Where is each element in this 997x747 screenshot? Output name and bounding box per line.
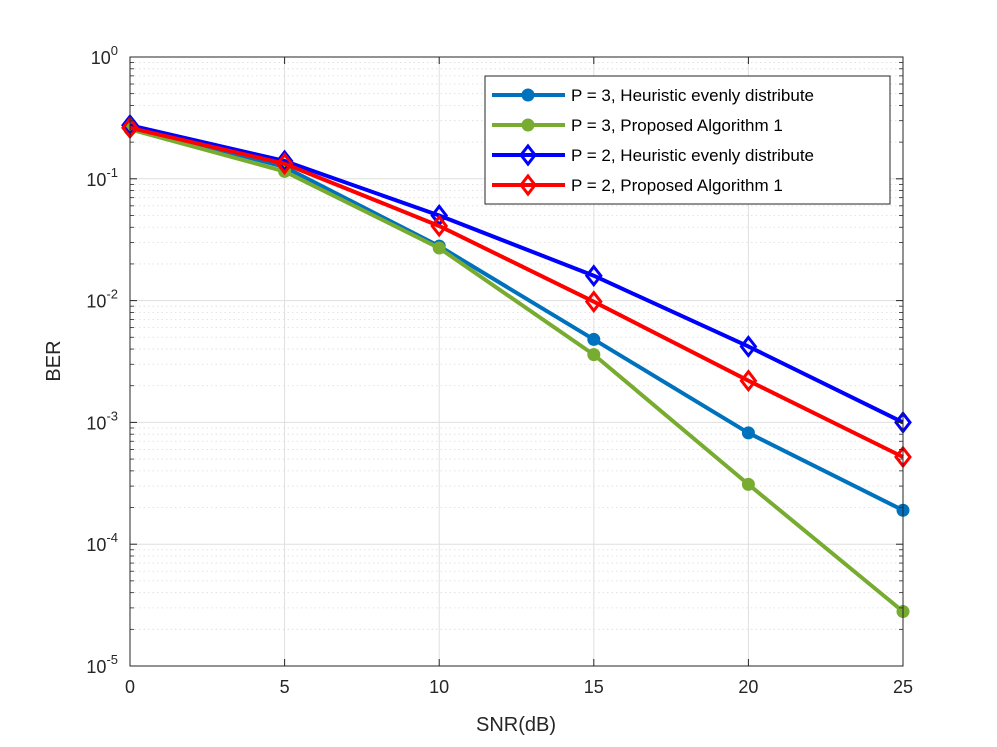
data-point-diamond <box>584 264 603 288</box>
x-tick-label: 10 <box>429 677 449 697</box>
legend-label: P = 3, Heuristic evenly distribute <box>571 86 814 105</box>
data-point-circle <box>521 118 535 132</box>
data-point-diamond <box>584 290 603 314</box>
y-tick-labels: 10-5 10-4 10-3 10-2 10-1 100 <box>86 43 118 677</box>
data-point-diamond <box>430 214 449 238</box>
y-tick-label: 10-2 <box>86 287 118 312</box>
data-point-diamond <box>519 143 537 167</box>
x-tick-labels: 0 5 10 15 20 25 <box>125 677 913 697</box>
legend: P = 3, Heuristic evenly distribute P = 3,… <box>484 75 891 205</box>
data-point-circle <box>587 332 601 346</box>
y-tick-label: 100 <box>91 43 118 68</box>
series-path <box>129 124 904 513</box>
y-tick-label: 10-4 <box>86 530 118 555</box>
x-tick-label: 0 <box>125 677 135 697</box>
x-tick-label: 25 <box>893 677 913 697</box>
data-point-circle <box>741 426 755 440</box>
series-line <box>121 113 912 434</box>
x-tick-label: 20 <box>738 677 758 697</box>
legend-label: P = 2, Heuristic evenly distribute <box>571 146 814 165</box>
series-path <box>129 125 904 459</box>
legend-box <box>484 75 891 205</box>
data-point-diamond <box>275 149 294 173</box>
legend-label: P = 2, Proposed Algorithm 1 <box>571 176 783 195</box>
y-axis-label: BER <box>43 340 65 381</box>
data-point-circle <box>521 88 535 102</box>
axis-ticks <box>129 56 904 667</box>
legend-label: P = 3, Proposed Algorithm 1 <box>571 116 783 135</box>
series-layer <box>121 113 912 619</box>
data-point-diamond <box>275 152 294 176</box>
y-tick-label: 10-3 <box>86 408 118 433</box>
series-path <box>129 127 905 614</box>
series-path <box>129 123 904 425</box>
data-point-diamond <box>739 369 758 393</box>
x-tick-label: 5 <box>280 677 290 697</box>
x-axis-label: SNR(dB) <box>476 714 556 736</box>
x-tick-label: 15 <box>584 677 604 697</box>
data-point-diamond <box>519 173 537 197</box>
axes-box <box>129 56 904 667</box>
data-point-diamond <box>739 335 758 358</box>
data-point-circle <box>587 348 601 362</box>
data-point-circle <box>432 241 446 255</box>
data-point-circle <box>741 477 755 491</box>
y-tick-label: 10-1 <box>86 165 118 190</box>
y-tick-label: 10-5 <box>86 652 118 677</box>
